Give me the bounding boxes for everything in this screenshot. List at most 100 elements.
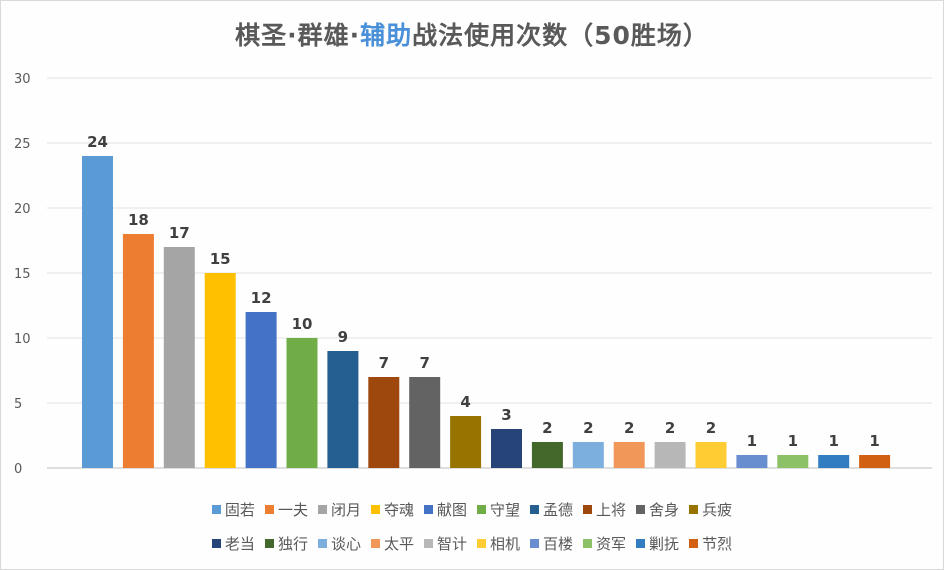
bar-舍身: [409, 377, 441, 468]
data-label: 24: [87, 133, 108, 151]
legend-label: 资军: [596, 535, 627, 553]
chart-title-highlight: 辅助: [360, 21, 413, 50]
bar-剿抚: [818, 455, 850, 468]
legend-row-1: 固若 一夫 闭月 夺魂 献图 守望 孟德 上将 舍身 兵疲: [0, 499, 944, 520]
legend-label: 谈心: [330, 535, 361, 553]
y-tick-label: 10: [14, 332, 31, 347]
legend-label: 相机: [490, 535, 521, 553]
data-label: 15: [210, 250, 231, 268]
bar-谈心: [572, 442, 604, 468]
legend-item: 夺魂: [370, 499, 414, 520]
bar-兵疲: [450, 416, 482, 468]
y-tick-label: 0: [14, 462, 22, 477]
legend-label: 智计: [436, 535, 467, 553]
legend-row-2: 老当 独行 谈心 太平 智计 相机 百楼 资军 剿抚 节烈: [0, 533, 944, 554]
data-label: 2: [542, 419, 552, 437]
legend-label: 百楼: [543, 535, 574, 553]
data-label: 1: [828, 432, 838, 450]
legend-item: 舍身: [636, 499, 679, 520]
y-tick-label: 20: [14, 202, 31, 217]
legend-swatch: [211, 505, 221, 514]
bar-上将: [368, 377, 400, 468]
data-label: 2: [583, 419, 593, 437]
legend-item: 一夫: [264, 499, 308, 520]
data-label: 1: [747, 432, 757, 450]
bar-夺魂: [204, 273, 236, 468]
data-label: 17: [169, 224, 190, 242]
legend-label: 固若: [224, 501, 255, 519]
bar-闭月: [163, 247, 195, 468]
legend-label: 上将: [596, 501, 627, 519]
bar-智计: [654, 442, 686, 468]
legend-swatch: [636, 505, 646, 514]
data-label: 2: [624, 419, 634, 437]
chart-title: 棋圣·群雄·辅助战法使用次数（50胜场）: [0, 16, 944, 52]
data-label: 9: [338, 328, 348, 346]
data-label: 7: [379, 354, 389, 372]
legend-item: 老当: [211, 533, 255, 554]
legend-label: 太平: [383, 535, 414, 553]
legend-item: 谈心: [317, 533, 361, 554]
legend-label: 守望: [490, 501, 521, 519]
data-label: 7: [419, 354, 429, 372]
legend-swatch: [264, 505, 274, 514]
legend-label: 节烈: [702, 535, 733, 553]
legend-label: 献图: [436, 501, 467, 519]
bar-一夫: [122, 234, 154, 468]
data-label: 18: [128, 211, 149, 229]
legend-swatch: [689, 505, 699, 514]
legend-item: 闭月: [317, 499, 361, 520]
bar-百楼: [736, 455, 768, 468]
bar-资军: [777, 455, 809, 468]
legend-label: 兵疲: [702, 501, 733, 519]
legend-label: 孟德: [543, 501, 574, 519]
data-label: 2: [706, 419, 716, 437]
legend-item: 守望: [477, 499, 520, 520]
legend-swatch: [583, 505, 593, 514]
y-tick-label: 15: [14, 267, 31, 282]
legend-swatch: [317, 505, 327, 514]
legend-label: 一夫: [277, 501, 308, 519]
legend-swatch: [264, 539, 274, 548]
chart-title-part3: 战法使用次数（50胜场）: [412, 21, 709, 50]
legend-label: 夺魂: [383, 501, 414, 519]
legend-item: 独行: [264, 533, 308, 554]
legend-item: 孟德: [530, 499, 573, 520]
legend-swatch: [211, 539, 221, 548]
bar-固若: [82, 156, 113, 468]
legend-swatch: [477, 505, 486, 514]
legend-swatch: [530, 505, 540, 514]
legend-item: 百楼: [530, 533, 573, 554]
legend-item: 太平: [370, 533, 414, 554]
bar-献图: [245, 312, 277, 468]
legend-swatch: [423, 539, 433, 548]
legend-swatch: [636, 539, 646, 548]
data-label: 12: [251, 289, 272, 307]
legend-label: 老当: [224, 535, 255, 553]
legend-item: 节烈: [689, 533, 732, 554]
bar-守望: [286, 338, 318, 468]
legend-swatch: [530, 539, 540, 548]
legend-label: 舍身: [649, 501, 680, 519]
legend-swatch: [370, 505, 380, 514]
y-tick-label: 5: [14, 397, 22, 412]
data-label: 10: [292, 315, 313, 333]
legend-item: 上将: [583, 499, 626, 520]
y-tick-label: 30: [14, 72, 31, 87]
bar-孟德: [327, 351, 359, 468]
legend-label: 闭月: [330, 501, 361, 519]
bar-老当: [491, 429, 522, 468]
y-tick-label: 25: [14, 137, 31, 152]
legend-swatch: [423, 505, 433, 514]
legend-swatch: [317, 539, 327, 548]
bar-独行: [531, 442, 563, 468]
legend-item: 智计: [423, 533, 467, 554]
legend-swatch: [689, 539, 699, 548]
legend-swatch: [583, 539, 593, 548]
data-label: 4: [460, 393, 470, 411]
bar-节烈: [859, 455, 891, 468]
legend-swatch: [477, 539, 486, 548]
legend-label: 剿抚: [649, 535, 680, 553]
